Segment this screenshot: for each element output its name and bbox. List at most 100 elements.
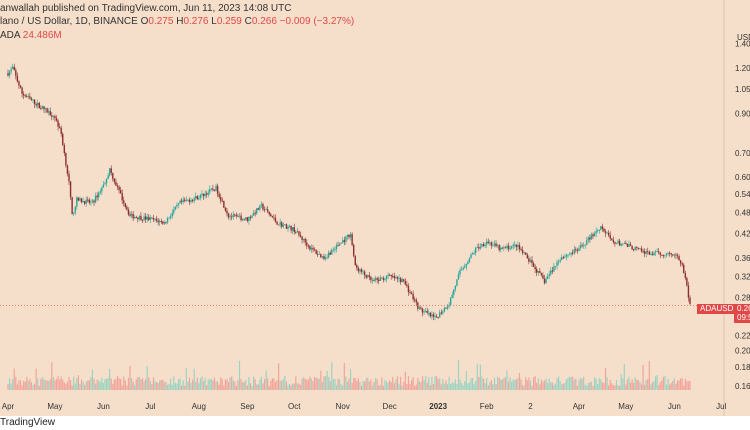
volume-bar bbox=[381, 377, 383, 390]
volume-bar bbox=[617, 385, 619, 390]
candle-body bbox=[556, 262, 558, 266]
volume-bar bbox=[440, 384, 442, 390]
volume-bar bbox=[346, 381, 349, 390]
candle-body bbox=[520, 249, 522, 250]
candle-body bbox=[451, 294, 453, 298]
volume-bar bbox=[52, 377, 54, 390]
candle-body bbox=[675, 254, 677, 256]
volume-bar bbox=[292, 383, 294, 390]
volume-bar bbox=[367, 377, 369, 390]
candle-body bbox=[642, 251, 644, 252]
volume-bar bbox=[69, 379, 72, 390]
volume-bar bbox=[514, 380, 516, 390]
candle-body bbox=[650, 253, 652, 255]
candle-body bbox=[331, 249, 333, 255]
candle-body bbox=[540, 272, 543, 276]
candle-body bbox=[462, 267, 464, 270]
candle-body bbox=[301, 236, 303, 240]
candle-body bbox=[51, 115, 53, 117]
candle-body bbox=[564, 256, 566, 258]
volume-bar bbox=[334, 378, 336, 390]
candle-body bbox=[551, 270, 554, 272]
volume-bar bbox=[592, 385, 594, 390]
candle-body bbox=[190, 200, 192, 203]
candle-body bbox=[307, 245, 310, 247]
candle-body bbox=[456, 279, 458, 286]
volume-bar bbox=[473, 384, 475, 390]
indicator-line: ADA 24.486M bbox=[0, 30, 62, 41]
volume-bar bbox=[7, 383, 9, 390]
price-chart[interactable]: USD1.40 1.20 1.05 0.90 0.70 0.60 0.54 0.48 0.42 0… bbox=[0, 0, 750, 416]
candle-body bbox=[290, 226, 292, 231]
volume-bar bbox=[215, 381, 217, 390]
volume-bar bbox=[681, 378, 683, 390]
candle-body bbox=[434, 316, 436, 318]
volume-bar bbox=[173, 376, 175, 390]
candle-body bbox=[567, 254, 569, 256]
volume-bar bbox=[662, 376, 665, 390]
candle-body bbox=[473, 252, 475, 254]
volume-bar bbox=[445, 380, 447, 390]
x-tick-label: Oct bbox=[288, 402, 301, 411]
volume-bar bbox=[339, 379, 341, 390]
candle-body bbox=[291, 227, 294, 231]
volume-bar bbox=[418, 381, 420, 390]
volume-bar bbox=[387, 382, 389, 390]
volume-bar bbox=[263, 379, 266, 390]
volume-bar bbox=[556, 378, 558, 390]
high-value: 0.276 bbox=[183, 16, 209, 27]
volume-bar bbox=[497, 376, 499, 390]
candle-body bbox=[96, 195, 98, 198]
candle-body bbox=[601, 226, 604, 229]
volume-bar bbox=[40, 379, 42, 390]
x-tick-label: Jun bbox=[97, 402, 110, 411]
candle-body bbox=[498, 245, 500, 250]
volume-bar bbox=[113, 379, 115, 390]
candle-body bbox=[159, 220, 161, 223]
candle-body bbox=[251, 215, 253, 218]
volume-bar bbox=[202, 381, 205, 390]
volume-bar bbox=[195, 381, 197, 390]
volume-bar bbox=[379, 384, 381, 390]
candle-body bbox=[534, 267, 536, 270]
candle-body bbox=[237, 216, 239, 217]
candle-body bbox=[476, 247, 478, 248]
volume-bar bbox=[392, 377, 394, 390]
volume-bar bbox=[537, 378, 539, 390]
candle-body bbox=[593, 233, 596, 237]
volume-bar bbox=[576, 385, 578, 390]
volume-bar bbox=[12, 379, 14, 390]
candle-body bbox=[248, 216, 250, 221]
volume-bar bbox=[306, 379, 308, 390]
volume-bar bbox=[545, 378, 547, 390]
candle-body bbox=[302, 238, 305, 240]
candle-body bbox=[570, 252, 572, 255]
candle-body bbox=[407, 286, 410, 292]
candle-body bbox=[218, 193, 220, 198]
volume-bar bbox=[670, 382, 672, 390]
volume-bar bbox=[273, 378, 275, 390]
candle-body bbox=[132, 213, 134, 219]
candle-body bbox=[367, 275, 369, 278]
candle-body bbox=[431, 314, 433, 317]
volume-bar bbox=[464, 381, 466, 390]
candle-body bbox=[518, 244, 521, 250]
candle-body bbox=[509, 248, 511, 250]
volume-bar bbox=[301, 378, 303, 390]
volume-bar bbox=[385, 381, 388, 390]
candle-body bbox=[546, 276, 549, 279]
candle-body bbox=[506, 245, 508, 248]
candle-body bbox=[85, 199, 87, 204]
volume-bar bbox=[135, 379, 137, 390]
volume-bar bbox=[191, 379, 194, 390]
volume-bar bbox=[199, 378, 201, 390]
candle-body bbox=[439, 312, 441, 318]
volume-bar bbox=[63, 382, 65, 390]
volume-bar bbox=[98, 380, 100, 390]
candle-body bbox=[634, 247, 636, 251]
candle-body bbox=[432, 314, 435, 317]
candle-body bbox=[418, 307, 421, 309]
volume-bar bbox=[432, 383, 435, 390]
candle-body bbox=[357, 267, 360, 272]
volume-bar bbox=[84, 385, 86, 390]
